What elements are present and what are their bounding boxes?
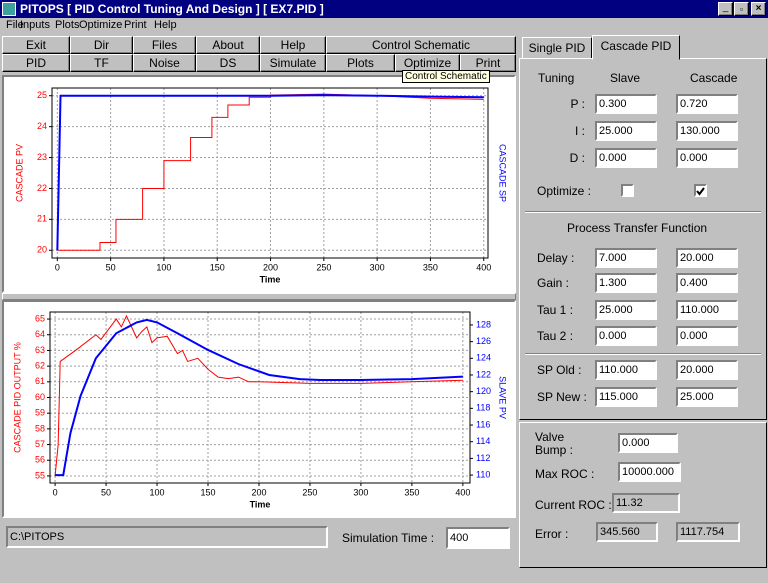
cascade-input[interactable]: 110.000	[676, 300, 738, 320]
cascade-input[interactable]: 20.000	[676, 360, 738, 380]
tab[interactable]: Single PID	[522, 37, 592, 59]
error-display: 1117.754	[676, 522, 740, 542]
cascade-input[interactable]: 0.000	[676, 326, 738, 346]
menu-item[interactable]: Plots	[55, 19, 80, 31]
app-icon	[2, 2, 16, 16]
cascade-input[interactable]: 0.400	[676, 273, 738, 293]
window-title: PITOPS [ PID Control Tuning And Design ]…	[0, 0, 768, 18]
current-roc-label: Current ROC :	[535, 498, 612, 512]
tab-selected[interactable]: Cascade PID	[592, 35, 680, 60]
toolbar-button[interactable]: Control Schematic	[326, 36, 516, 54]
menu-item[interactable]: Inputs	[20, 19, 50, 31]
current-roc-display: 11.32	[612, 493, 680, 513]
close-button[interactable]: ×	[751, 2, 766, 16]
field-label: Gain :	[537, 276, 570, 290]
slave-input[interactable]: 1.300	[595, 273, 657, 293]
field-label: Tau 1 :	[537, 303, 574, 317]
menu-item[interactable]: Optimize	[79, 19, 123, 31]
toolbar-button[interactable]: Simulate	[260, 54, 326, 72]
field-label: Tau 2 :	[537, 329, 574, 343]
toolbar-button[interactable]: Plots	[326, 54, 395, 72]
toolbar-button[interactable]: PID	[2, 54, 70, 72]
slave-input[interactable]: 0.300	[595, 94, 657, 114]
optimize-checkbox[interactable]	[694, 184, 707, 197]
cascade-input[interactable]: 25.000	[676, 387, 738, 407]
valve-bump-input[interactable]: 0.000	[618, 433, 678, 453]
slave-input[interactable]: 7.000	[595, 248, 657, 268]
simulation-time-input[interactable]: 400	[446, 527, 510, 549]
chart-panel	[2, 300, 516, 518]
error-display: 345.560	[596, 522, 658, 542]
slave-input[interactable]: 25.000	[595, 300, 657, 320]
section-title: Process Transfer Function	[567, 221, 708, 235]
cascade-input[interactable]: 20.000	[676, 248, 738, 268]
toolbar-button[interactable]: DS	[196, 54, 260, 72]
separator	[525, 353, 761, 355]
slave-input[interactable]: 110.000	[595, 360, 657, 380]
field-label: I :	[574, 124, 585, 138]
optimize-label: Optimize :	[537, 184, 592, 198]
max-roc-label: Max ROC :	[535, 467, 595, 481]
optimize-checkbox[interactable]	[621, 184, 634, 197]
check-mark	[696, 187, 705, 196]
field-label: D :	[569, 151, 585, 165]
field-label: SP Old :	[537, 363, 582, 377]
menu-item[interactable]: Help	[154, 19, 177, 31]
slave-input[interactable]: 25.000	[595, 121, 657, 141]
field-label: P :	[570, 97, 585, 111]
slave-input[interactable]: 0.000	[595, 148, 657, 168]
cascade-input[interactable]: 0.720	[676, 94, 738, 114]
column-header: Slave	[610, 71, 641, 85]
max-roc-input[interactable]: 10000.000	[618, 462, 681, 482]
column-header: Cascade	[690, 71, 738, 85]
column-header: Tuning	[538, 71, 575, 85]
field-label: Delay :	[537, 251, 575, 265]
slave-input[interactable]: 115.000	[595, 387, 657, 407]
toolbar-button[interactable]: About	[196, 36, 260, 54]
toolbar-button[interactable]: TF	[70, 54, 133, 72]
toolbar-button[interactable]: Exit	[2, 36, 70, 54]
cascade-input[interactable]: 130.000	[676, 121, 738, 141]
field-label: SP New :	[537, 390, 587, 404]
minimize-button[interactable]: _	[718, 2, 733, 16]
toolbar-button[interactable]: Help	[260, 36, 326, 54]
menu-item[interactable]: File	[6, 19, 24, 31]
cascade-input[interactable]: 0.000	[676, 148, 738, 168]
rate-panel	[519, 422, 767, 568]
path-display: C:\PITOPS	[6, 526, 328, 548]
valve-bump-label: Valve Bump :	[535, 430, 574, 457]
menu-item[interactable]: Print	[124, 19, 147, 31]
splitter	[2, 293, 516, 300]
simulation-time-label: Simulation Time :	[342, 531, 435, 545]
slave-input[interactable]: 0.000	[595, 326, 657, 346]
maximize-button[interactable]: ▫	[734, 2, 749, 16]
toolbar-button[interactable]: Dir	[70, 36, 133, 54]
tooltip: Control Schematic	[402, 70, 490, 83]
error-label: Error :	[535, 527, 569, 541]
toolbar-button[interactable]: Noise	[133, 54, 196, 72]
separator	[525, 211, 761, 213]
toolbar-button[interactable]: Files	[133, 36, 196, 54]
chart-panel	[2, 75, 516, 293]
